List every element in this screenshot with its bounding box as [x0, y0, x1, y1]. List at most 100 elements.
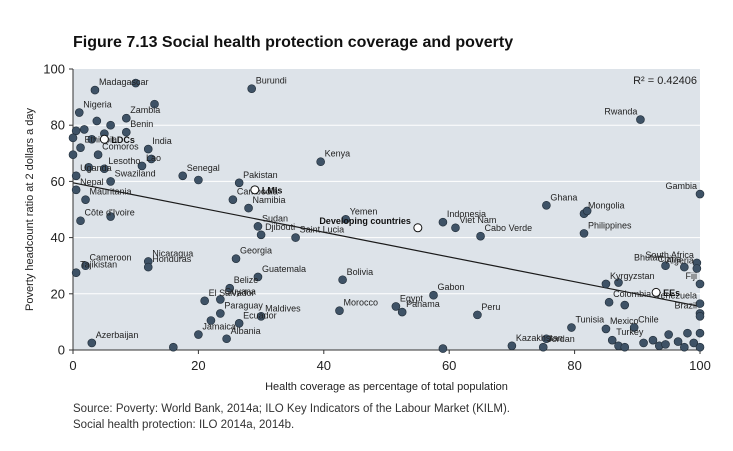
y-tick-label-80: 80: [51, 118, 65, 133]
x-tick-label-60: 60: [442, 358, 456, 373]
point-label: Mexico: [610, 316, 639, 326]
point-label: Zambia: [130, 105, 160, 115]
source-line-1: Source: Poverty: World Bank, 2014a; ILO …: [73, 403, 510, 415]
data-point: [695, 328, 705, 338]
data-point: [451, 223, 460, 233]
data-point: [92, 116, 102, 126]
y-axis-label: Poverty headcount ratio at 2 dollars a d…: [24, 107, 36, 311]
group-point-label: EEs: [663, 288, 680, 298]
point-label: El Salvador: [209, 288, 255, 298]
data-point: [604, 297, 614, 307]
data-point: [71, 268, 81, 278]
data-point: [68, 133, 78, 143]
point-label: Guatemala: [262, 264, 306, 274]
data-point: [507, 341, 517, 351]
data-point: [253, 272, 263, 282]
group-point: [250, 185, 260, 195]
point-label: Algeria: [666, 256, 694, 266]
point-label: Ghana: [550, 192, 577, 202]
data-point: [397, 307, 407, 317]
point-label: Djibouti: [265, 222, 295, 232]
data-point: [648, 335, 658, 345]
source-line-2: Social health protection: ILO 2014a, 201…: [73, 419, 295, 431]
data-point: [234, 319, 244, 328]
x-tick-label-20: 20: [191, 358, 205, 373]
figure-title: Figure 7.13 Social health protection cov…: [73, 34, 514, 51]
data-point: [538, 342, 548, 352]
data-point: [87, 134, 97, 144]
point-label: Bolivia: [347, 267, 374, 277]
data-point: [338, 275, 347, 285]
data-point: [680, 342, 689, 352]
data-point: [582, 206, 592, 216]
group-point-label: LMIs: [262, 185, 283, 195]
data-point: [664, 330, 673, 339]
data-point: [438, 217, 448, 227]
data-point: [620, 342, 630, 352]
group-point-label: Developing countries: [319, 216, 411, 226]
data-point: [147, 154, 156, 164]
point-label: Colombia: [613, 289, 651, 299]
data-point: [81, 195, 90, 204]
data-point: [614, 278, 623, 287]
point-label: Senegal: [187, 163, 220, 173]
data-point: [639, 338, 648, 348]
data-point: [661, 340, 670, 349]
group-point: [99, 134, 109, 144]
group-point: [651, 287, 661, 297]
point-label: Brazil: [674, 300, 697, 310]
data-point: [93, 150, 103, 160]
data-point: [391, 302, 401, 311]
point-label: Mauritania: [90, 187, 132, 197]
point-label: Honduras: [152, 254, 192, 264]
x-tick-label-100: 100: [689, 358, 711, 373]
data-point: [429, 290, 438, 300]
data-point: [579, 229, 589, 238]
data-point: [169, 342, 178, 352]
data-point: [291, 233, 300, 242]
point-label: Lao: [146, 153, 161, 163]
point-label: Namibia: [253, 195, 286, 205]
data-point: [71, 185, 81, 195]
data-point: [74, 108, 84, 117]
data-point: [194, 175, 203, 185]
data-point: [231, 254, 241, 263]
point-label: Morocco: [343, 298, 378, 308]
data-point: [216, 295, 225, 304]
point-label: Madagascar: [99, 77, 149, 87]
trend-line: [72, 182, 701, 308]
data-point: [692, 264, 702, 273]
data-point: [194, 330, 203, 339]
data-point: [661, 261, 670, 271]
point-label: Viet Nam: [459, 215, 496, 225]
data-point: [206, 316, 216, 325]
point-label: Kyrgyzstan: [610, 271, 655, 281]
point-label: Uganda: [80, 163, 112, 173]
point-label: Ecuador: [243, 310, 277, 320]
point-label: China: [658, 254, 682, 264]
point-label: South Africa: [645, 250, 694, 260]
data-point: [150, 99, 159, 109]
data-point: [106, 177, 115, 186]
point-label: Venezuela: [655, 291, 697, 301]
data-point: [200, 296, 209, 306]
data-point: [542, 200, 551, 210]
point-label: Indonesia: [447, 209, 486, 219]
data-point: [106, 212, 115, 221]
data-point: [143, 262, 153, 272]
point-label: Belize: [234, 275, 259, 285]
data-point: [216, 309, 225, 318]
data-point: [90, 85, 100, 95]
data-point: [143, 144, 153, 154]
data-point: [695, 279, 705, 289]
data-point: [228, 195, 238, 204]
point-label: Rwanda: [604, 107, 637, 117]
point-label: Saint Lucia: [300, 225, 345, 235]
point-label: Gambia: [665, 181, 697, 191]
x-tick-label-40: 40: [317, 358, 331, 373]
data-point: [81, 261, 90, 271]
group-points: LDCs LMIs Developing countries EEs: [99, 134, 680, 298]
data-point: [629, 323, 639, 332]
data-point: [567, 323, 576, 332]
